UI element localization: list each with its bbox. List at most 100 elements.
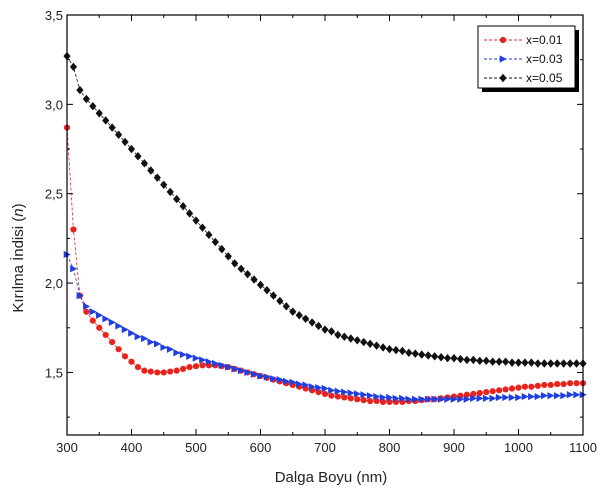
data-point xyxy=(186,363,193,371)
x-tick-label: 900 xyxy=(443,440,465,455)
data-point xyxy=(508,358,516,367)
data-point xyxy=(463,395,471,403)
data-point xyxy=(192,354,200,362)
data-point xyxy=(134,151,142,161)
data-point xyxy=(334,393,341,400)
data-point xyxy=(308,318,316,327)
data-point xyxy=(327,327,336,336)
data-point xyxy=(405,395,413,403)
data-point xyxy=(154,369,161,376)
data-point xyxy=(379,343,387,352)
data-point xyxy=(521,383,529,390)
data-point xyxy=(263,373,271,381)
data-point xyxy=(379,398,387,406)
data-point xyxy=(121,137,129,147)
data-point xyxy=(482,356,490,366)
data-point xyxy=(328,386,336,394)
data-point xyxy=(160,369,167,376)
data-point xyxy=(192,216,200,225)
data-point xyxy=(411,349,419,358)
data-point xyxy=(321,384,329,393)
data-point xyxy=(276,375,284,384)
data-point xyxy=(341,394,348,401)
y-axis-label-symbol: n xyxy=(10,208,27,216)
data-point xyxy=(476,394,484,402)
data-point xyxy=(554,380,561,388)
data-point xyxy=(534,382,541,389)
data-point xyxy=(528,392,536,401)
data-point xyxy=(289,378,297,386)
legend-item: x=0.01 xyxy=(484,33,563,47)
data-point xyxy=(489,388,496,395)
y-tick-label: 3,5 xyxy=(45,8,63,23)
data-point xyxy=(89,308,97,316)
data-point xyxy=(302,381,310,389)
data-point xyxy=(347,389,355,397)
data-point xyxy=(231,259,239,268)
data-point xyxy=(186,352,194,360)
data-point xyxy=(153,173,161,182)
data-point xyxy=(560,392,568,400)
y-tick-label: 3,0 xyxy=(45,97,63,112)
x-tick-label: 1100 xyxy=(569,440,597,455)
data-point xyxy=(418,395,426,403)
data-point xyxy=(70,265,78,273)
data-point xyxy=(386,393,394,402)
data-point xyxy=(450,395,458,403)
legend-label: x=0.01 xyxy=(526,33,563,47)
data-point xyxy=(360,397,367,404)
data-point xyxy=(489,357,497,366)
y-tick-label: 2,5 xyxy=(45,187,63,202)
data-point xyxy=(270,375,278,383)
data-point xyxy=(560,359,568,368)
data-point xyxy=(134,333,142,341)
x-axis-label: Dalga Boyu (nm) xyxy=(275,469,388,486)
data-marks xyxy=(63,51,587,406)
data-point xyxy=(95,311,104,319)
data-point xyxy=(456,354,465,364)
data-point xyxy=(173,194,181,204)
data-point xyxy=(134,363,142,371)
data-point xyxy=(250,370,258,378)
data-point xyxy=(463,391,470,398)
data-point xyxy=(179,202,187,211)
x-tick-label: 500 xyxy=(185,440,207,455)
data-point xyxy=(185,209,194,218)
data-point xyxy=(205,358,213,366)
data-point xyxy=(115,346,122,353)
data-point xyxy=(147,368,154,375)
data-point xyxy=(237,367,245,375)
data-point xyxy=(547,392,555,400)
data-point xyxy=(244,269,252,279)
data-point xyxy=(192,363,200,370)
legend: x=0.01 x=0.03 x=0.05 xyxy=(477,25,579,92)
data-point xyxy=(463,355,471,365)
data-point xyxy=(147,166,155,175)
data-point xyxy=(334,330,342,340)
data-point xyxy=(231,365,239,373)
data-point xyxy=(354,396,361,403)
data-point xyxy=(76,291,84,300)
data-point xyxy=(70,226,77,233)
data-point xyxy=(521,392,529,401)
x-tick-label: 600 xyxy=(250,440,272,455)
data-point xyxy=(315,384,323,392)
data-point xyxy=(166,187,174,197)
data-point xyxy=(76,85,84,95)
data-point xyxy=(412,395,420,403)
data-point xyxy=(328,392,335,399)
data-point xyxy=(95,109,103,118)
data-point xyxy=(83,302,91,310)
data-point xyxy=(515,384,522,391)
legend-label: x=0.05 xyxy=(526,71,563,85)
data-point xyxy=(218,244,226,254)
data-point xyxy=(541,381,548,389)
legend-item: x=0.03 xyxy=(484,52,563,66)
data-point xyxy=(237,264,245,273)
data-point xyxy=(444,395,452,403)
data-point xyxy=(360,337,368,347)
data-point xyxy=(528,383,535,390)
data-point xyxy=(508,393,516,402)
data-point xyxy=(147,338,155,346)
data-point xyxy=(572,359,581,368)
